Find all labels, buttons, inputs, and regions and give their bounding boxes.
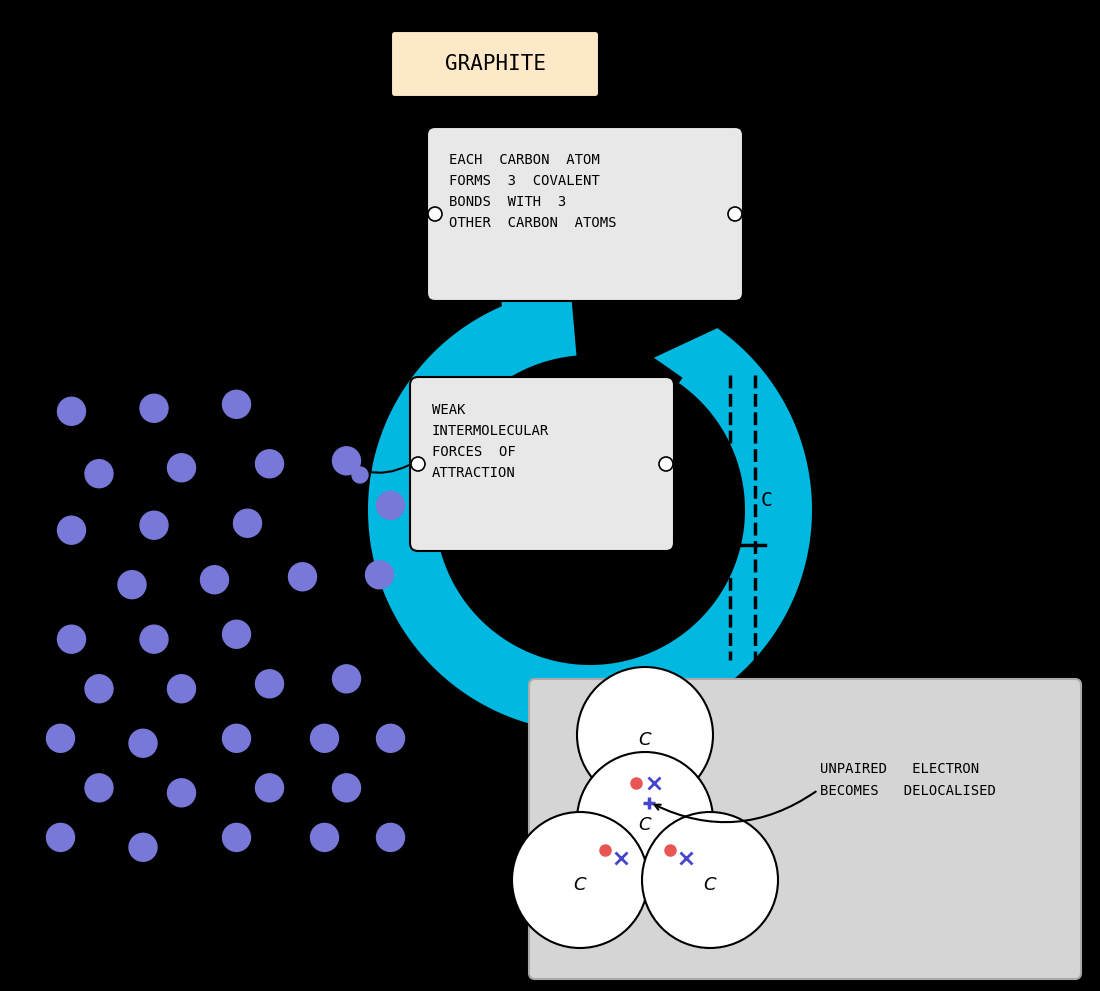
Text: EACH  CARBON  ATOM
FORMS  3  COVALENT
BONDS  WITH  3
OTHER  CARBON  ATOMS: EACH CARBON ATOM FORMS 3 COVALENT BONDS … [449,153,616,231]
Text: C: C [639,731,651,749]
FancyBboxPatch shape [410,377,674,551]
Text: C: C [761,491,773,509]
Circle shape [352,467,368,483]
Circle shape [222,824,251,851]
Circle shape [140,511,168,539]
Circle shape [57,397,86,425]
Circle shape [85,675,113,703]
Circle shape [167,779,196,807]
FancyBboxPatch shape [529,679,1081,979]
Circle shape [255,450,284,478]
Circle shape [376,724,405,752]
Circle shape [310,824,339,851]
FancyBboxPatch shape [390,31,600,97]
Text: UNPAIRED   ELECTRON
BECOMES   DELOCALISED: UNPAIRED ELECTRON BECOMES DELOCALISED [820,762,996,798]
Text: C: C [639,816,651,834]
Circle shape [642,812,778,948]
Circle shape [140,394,168,422]
Circle shape [728,207,743,221]
Circle shape [222,620,251,648]
Circle shape [428,207,442,221]
Circle shape [288,563,317,591]
Circle shape [365,561,394,589]
Circle shape [46,724,75,752]
Circle shape [659,457,673,471]
Circle shape [233,509,262,537]
Text: WEAK
INTERMOLECULAR
FORCES  OF
ATTRACTION: WEAK INTERMOLECULAR FORCES OF ATTRACTION [432,403,549,481]
Circle shape [222,390,251,418]
Circle shape [167,675,196,703]
Circle shape [57,516,86,544]
Text: C: C [574,876,586,894]
Text: C: C [704,876,716,894]
Text: GRAPHITE: GRAPHITE [444,54,546,74]
Circle shape [129,729,157,757]
Circle shape [222,724,251,752]
Circle shape [411,457,425,471]
Polygon shape [498,260,571,330]
Circle shape [376,492,405,519]
Circle shape [332,774,361,802]
Circle shape [255,670,284,698]
Circle shape [167,454,196,482]
Polygon shape [368,288,812,732]
Circle shape [512,812,648,948]
Circle shape [118,571,146,599]
Circle shape [578,752,713,888]
Circle shape [578,667,713,803]
Circle shape [57,625,86,653]
FancyBboxPatch shape [427,127,742,301]
Circle shape [332,665,361,693]
Circle shape [129,833,157,861]
Circle shape [376,824,405,851]
Circle shape [255,774,284,802]
Polygon shape [653,328,717,397]
Circle shape [310,724,339,752]
Circle shape [85,460,113,488]
Circle shape [85,774,113,802]
Circle shape [46,824,75,851]
Circle shape [200,566,229,594]
Circle shape [140,625,168,653]
Circle shape [332,447,361,475]
